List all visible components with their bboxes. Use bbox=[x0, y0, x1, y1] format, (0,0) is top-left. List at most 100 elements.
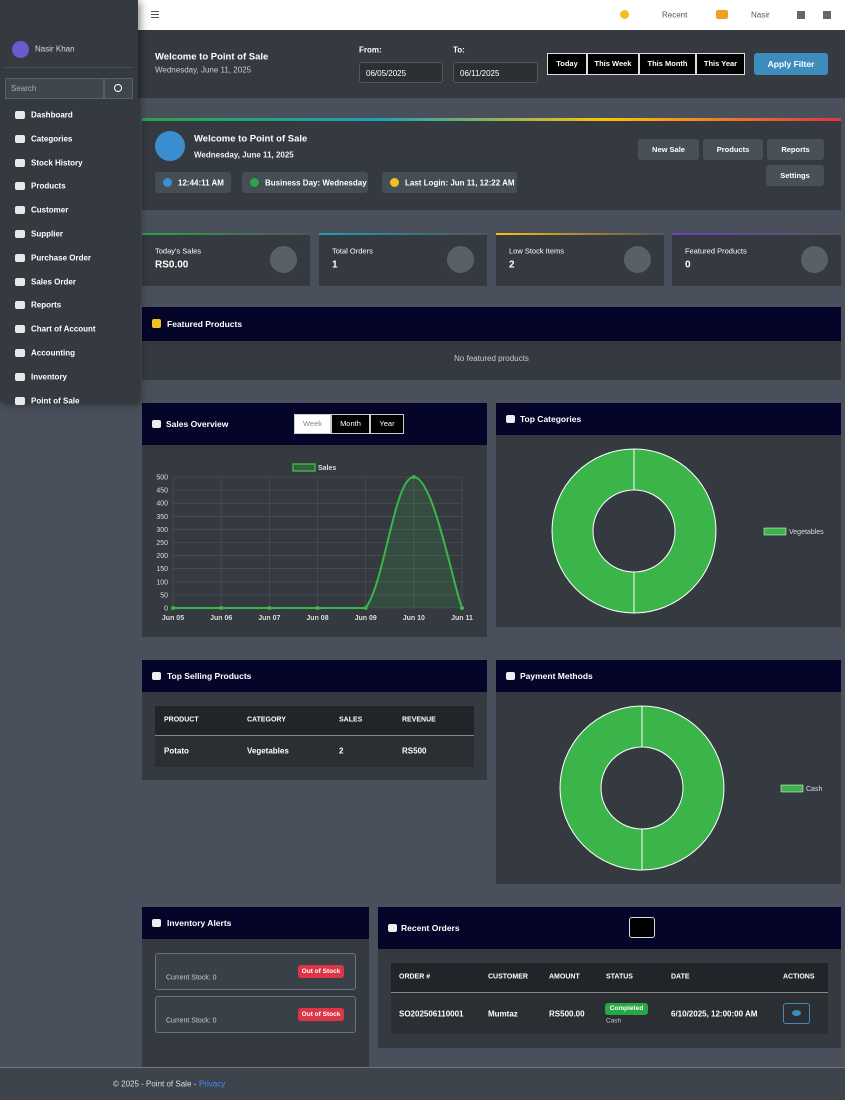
y-tick-label: 450 bbox=[156, 488, 168, 495]
table-header bbox=[155, 706, 474, 735]
quick-button[interactable]: New Sale bbox=[638, 139, 699, 160]
stat-icon bbox=[447, 246, 474, 273]
menu-item[interactable]: Dashboard bbox=[31, 110, 73, 120]
sidebar-user: Nasir Khan bbox=[35, 44, 75, 54]
menu-icon bbox=[15, 134, 25, 143]
card-title: Inventory Alerts bbox=[167, 918, 232, 928]
y-tick-label: 350 bbox=[156, 514, 168, 521]
range-button[interactable]: This Week bbox=[587, 53, 639, 75]
order-date: 6/10/2025, 12:00:00 AM bbox=[671, 1009, 758, 1019]
y-tick-label: 300 bbox=[156, 527, 168, 534]
menu-icon bbox=[15, 253, 25, 262]
info-icon bbox=[390, 178, 399, 187]
sales-point bbox=[460, 606, 464, 610]
info-icon bbox=[163, 178, 172, 187]
star-icon bbox=[152, 319, 161, 328]
menu-icon bbox=[15, 349, 25, 357]
stat-accent bbox=[496, 233, 664, 235]
footer-text: © 2025 - Point of Sale - bbox=[113, 1079, 199, 1089]
menu-icon bbox=[15, 301, 25, 310]
refresh-button[interactable] bbox=[629, 917, 655, 938]
info-icon bbox=[250, 178, 259, 187]
doughnut-slice bbox=[559, 705, 725, 871]
sales-point bbox=[411, 475, 416, 479]
view-button[interactable] bbox=[783, 1003, 810, 1024]
column-header: SALES bbox=[339, 716, 363, 724]
to-input[interactable]: 06/11/2025 bbox=[453, 62, 538, 83]
menu-item[interactable]: Purchase Order bbox=[31, 253, 92, 263]
x-tick-label: Jun 05 bbox=[162, 615, 184, 622]
footer bbox=[0, 1067, 845, 1100]
card-icon bbox=[152, 919, 161, 927]
alert-badge: Out of Stock bbox=[298, 965, 344, 978]
menu-item[interactable]: Products bbox=[31, 181, 66, 191]
range-button[interactable]: This Year bbox=[696, 53, 745, 75]
user-menu[interactable]: Nasir bbox=[751, 10, 770, 20]
doughnut-chart: Vegetables bbox=[551, 448, 824, 614]
alert-stock: Current Stock: 0 bbox=[166, 974, 217, 982]
column-header: STATUS bbox=[606, 973, 633, 981]
featured-title: Featured Products bbox=[167, 319, 243, 329]
sales-point bbox=[171, 606, 175, 610]
y-tick-label: 400 bbox=[156, 501, 168, 508]
menu-item[interactable]: Supplier bbox=[31, 229, 64, 239]
sales-point bbox=[219, 606, 224, 610]
featured-header bbox=[142, 307, 841, 341]
sidebar-divider bbox=[5, 67, 133, 68]
period-tab[interactable]: Month bbox=[331, 414, 370, 434]
range-button[interactable]: Today bbox=[547, 53, 587, 75]
table-cell: 2 bbox=[339, 746, 344, 756]
table-cell: Vegetables bbox=[247, 746, 289, 756]
quick-button[interactable]: Reports bbox=[767, 139, 824, 160]
y-tick-label: 250 bbox=[156, 540, 168, 547]
menu-item[interactable]: Customer bbox=[31, 205, 69, 215]
card-header bbox=[496, 403, 841, 435]
privacy-link[interactable]: Privacy bbox=[199, 1079, 226, 1089]
info-pill bbox=[242, 172, 368, 193]
info-pill bbox=[382, 172, 517, 193]
notification-icon bbox=[716, 10, 728, 19]
featured-body bbox=[142, 341, 841, 380]
menu-item[interactable]: Sales Order bbox=[31, 277, 76, 287]
menu-icon bbox=[15, 158, 25, 167]
menu-item[interactable]: Inventory bbox=[31, 372, 68, 382]
menu-icon bbox=[15, 277, 25, 286]
info-text: Business Day: Wednesday bbox=[265, 178, 367, 187]
menu-item[interactable]: Accounting bbox=[31, 348, 75, 358]
to-label: To: bbox=[453, 45, 465, 55]
sales-area bbox=[173, 477, 462, 608]
range-button[interactable]: This Month bbox=[639, 53, 696, 75]
menu-icon bbox=[15, 372, 25, 381]
quick-button[interactable]: Products bbox=[703, 139, 763, 160]
menu-item[interactable]: Chart of Account bbox=[31, 324, 96, 334]
period-tab[interactable]: Year bbox=[370, 414, 404, 434]
filter-date: Wednesday, June 11, 2025 bbox=[155, 65, 252, 75]
stat-accent bbox=[319, 233, 487, 235]
card-icon bbox=[152, 420, 161, 428]
x-tick-label: Jun 11 bbox=[451, 615, 473, 622]
menu-item[interactable]: Reports bbox=[31, 300, 62, 310]
period-tab[interactable]: Week bbox=[294, 414, 331, 434]
legend-swatch bbox=[292, 463, 316, 472]
apply-filter-button[interactable]: Apply Filter bbox=[754, 53, 828, 75]
menu-item[interactable]: Categories bbox=[31, 134, 73, 144]
column-header: CATEGORY bbox=[247, 716, 286, 724]
menu-item[interactable]: Stock History bbox=[31, 158, 83, 168]
menu-item[interactable]: Point of Sale bbox=[31, 396, 80, 406]
table-cell: Potato bbox=[164, 746, 189, 756]
fullscreen-icon bbox=[797, 11, 805, 19]
stat-label: Featured Products bbox=[685, 246, 747, 256]
search-input[interactable]: Search bbox=[5, 78, 104, 99]
eye-icon bbox=[792, 1010, 801, 1016]
recent-menu[interactable]: Recent bbox=[662, 10, 688, 20]
y-tick-label: 50 bbox=[160, 592, 168, 599]
quick-button[interactable]: Settings bbox=[766, 165, 824, 186]
order-number: SO202506110001 bbox=[399, 1009, 464, 1019]
card-icon bbox=[506, 672, 515, 680]
column-header: DATE bbox=[671, 973, 690, 981]
card-header bbox=[142, 660, 487, 692]
alert-badge: Out of Stock bbox=[298, 1008, 344, 1021]
navbar bbox=[138, 0, 845, 30]
y-tick-label: 100 bbox=[156, 579, 168, 586]
from-input[interactable]: 06/05/2025 bbox=[359, 62, 443, 83]
